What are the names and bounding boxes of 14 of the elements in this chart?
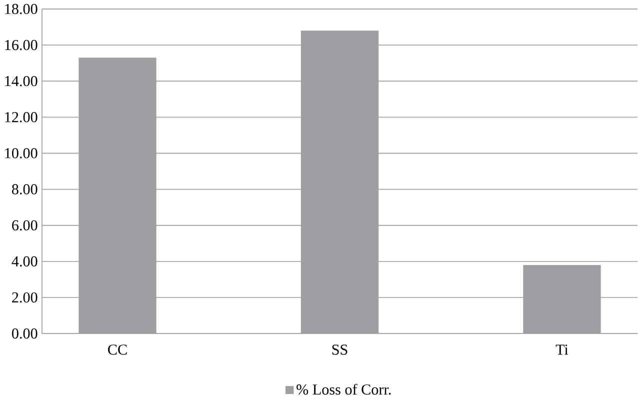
- y-tick-label: 2.00: [12, 292, 38, 303]
- y-tick-label: 0.00: [12, 328, 38, 339]
- y-tick-label: 16.00: [5, 40, 38, 50]
- y-tick-label: 6.00: [12, 220, 38, 231]
- y-tick-label: 18.00: [5, 4, 38, 14]
- x-tick-label: CC: [108, 344, 127, 355]
- x-tick-label: Ti: [556, 344, 568, 355]
- y-tick-label: 14.00: [5, 76, 38, 86]
- y-tick-label: 10.00: [5, 148, 38, 158]
- y-tick-label: 8.00: [12, 184, 38, 194]
- y-tick-label: 12.00: [5, 112, 38, 122]
- x-tick-label: SS: [332, 344, 348, 355]
- legend-label: % Loss of Corr.: [296, 384, 391, 395]
- y-tick-label: 4.00: [12, 256, 38, 267]
